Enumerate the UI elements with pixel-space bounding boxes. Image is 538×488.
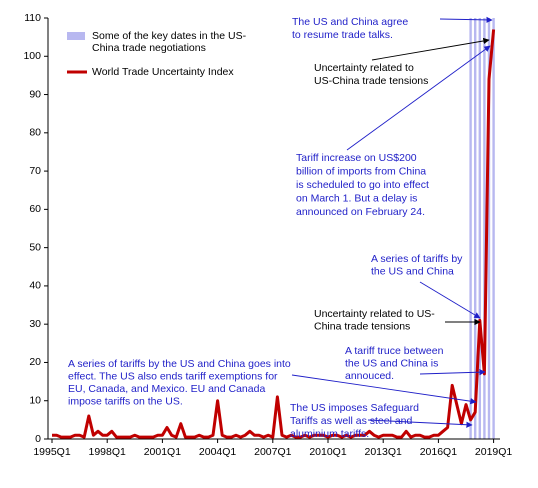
y-tick-label: 50 [29, 241, 41, 253]
y-tick-label: 60 [29, 203, 41, 215]
x-tick-label: 2019Q1 [475, 446, 513, 458]
annotation: to resume trade talks. [292, 29, 393, 41]
annotation: Uncertainty related to US- [314, 308, 435, 320]
x-tick-label: 1998Q1 [89, 446, 127, 458]
annotation: impose tariffs on the US. [68, 395, 183, 407]
annotation: Uncertainty related to [314, 62, 414, 74]
annotation: EU, Canada, and Mexico. EU and Canada [68, 383, 265, 395]
annotation: A tariff truce between [345, 345, 444, 357]
annotation: aluminium tariffs. [290, 428, 369, 440]
x-tick-label: 2016Q1 [420, 446, 458, 458]
y-tick-label: 100 [23, 50, 41, 62]
annotation-arrow [346, 45, 491, 151]
annotation-arrow [367, 419, 473, 428]
annotation: A series of tariffs by the US and China … [68, 358, 291, 370]
y-tick-label: 70 [29, 165, 41, 177]
y-tick-label: 0 [35, 433, 41, 445]
x-tick-label: 2007Q1 [254, 446, 292, 458]
annotation-arrow [419, 281, 481, 319]
y-tick-label: 40 [29, 280, 41, 292]
annotation: The US and China agree [292, 16, 408, 28]
annotation: on March 1. But a delay is [296, 192, 417, 204]
index-line [52, 29, 496, 439]
annotation: is scheduled to go into effect [296, 179, 429, 191]
annotation: billion of imports from China [296, 165, 426, 177]
annotation: The US imposes Safeguard [290, 402, 419, 414]
key-date-bar [478, 18, 481, 439]
annotation: US-China trade tensions [314, 75, 428, 87]
annotation: effect. The US also ends tariff exemptio… [68, 370, 278, 382]
annotation: the US and China [371, 265, 454, 277]
y-tick-label: 90 [29, 88, 41, 100]
y-tick-label: 110 [24, 12, 41, 24]
key-date-bar [483, 18, 486, 439]
key-date-bar [487, 18, 491, 439]
legend-label: Some of the key dates in the US-China tr… [92, 30, 247, 54]
key-date-bar [492, 18, 495, 439]
x-tick-label: 2001Q1 [144, 446, 182, 458]
annotation-arrow [439, 16, 493, 24]
annotation: A series of tariffs by [371, 253, 463, 265]
x-tick-label: 2010Q1 [309, 446, 347, 458]
annotation: Tariff increase on US$200 [296, 152, 417, 164]
y-tick-label: 10 [29, 395, 41, 407]
x-tick-label: 2013Q1 [365, 446, 403, 458]
annotation-arrow [419, 369, 486, 376]
annotation: the US and China is [345, 357, 438, 369]
annotation: annouced. [345, 370, 394, 382]
key-date-bar [469, 18, 472, 439]
y-tick-label: 80 [29, 127, 41, 139]
annotation: China trade tensions [314, 320, 410, 332]
legend-swatch [67, 32, 85, 40]
annotation: announced on February 24. [296, 206, 425, 218]
key-date-bar [474, 18, 477, 439]
x-tick-label: 1995Q1 [33, 446, 71, 458]
annotation-arrow [291, 374, 477, 405]
legend-label: World Trade Uncertainty Index [92, 66, 234, 78]
y-tick-label: 30 [29, 318, 41, 330]
annotation: Tariffs as well as steel and [290, 415, 413, 427]
y-tick-label: 20 [29, 356, 41, 368]
annotation-arrow [371, 37, 490, 61]
x-tick-label: 2004Q1 [199, 446, 237, 458]
